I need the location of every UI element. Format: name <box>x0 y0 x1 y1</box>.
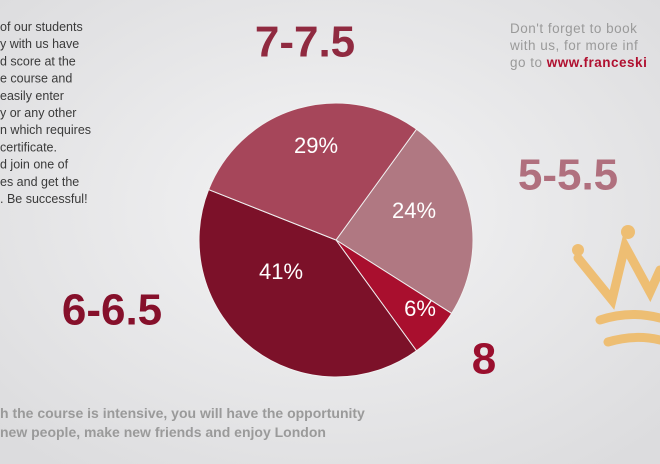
category-label: 5-5.5 <box>518 151 618 200</box>
category-label: 7-7.5 <box>255 18 355 67</box>
slice-value-label: 24% <box>392 198 436 223</box>
bottom-caption-line: h the course is intensive, you will have… <box>0 405 365 421</box>
bottom-caption-line: new people, make new friends and enjoy L… <box>0 424 326 440</box>
left-paragraph-line: n which requires <box>0 123 91 137</box>
link: www.franceski <box>546 55 648 70</box>
left-paragraph-line: easily enter <box>0 89 64 103</box>
category-label: 6-6.5 <box>62 286 162 335</box>
left-paragraph-line: es and get the <box>0 175 79 189</box>
text-blocks: of our students y with us have d score at … <box>0 20 647 440</box>
pie-slice <box>335 128 474 315</box>
left-paragraph-line: of our students <box>0 20 83 34</box>
left-paragraph-line: . Be successful! <box>0 192 88 206</box>
pie: 24% 5-5.5 6% 8 41% 6-6.5 29% 7-7.5 <box>62 18 618 384</box>
right-note-line: with us, for more inf <box>509 38 638 53</box>
pie-slice <box>198 188 418 378</box>
left-paragraph-line: y or any other <box>0 106 76 120</box>
slice-value-label: 6% <box>404 296 436 321</box>
left-paragraph-line: y with us have <box>0 37 79 51</box>
pie-slice <box>207 102 418 241</box>
left-paragraph-line: certificate. <box>0 140 57 154</box>
category-label: 8 <box>472 335 496 384</box>
crown-icon <box>572 225 660 347</box>
left-paragraph-line: d score at the <box>0 54 76 68</box>
left-paragraph-line: e course and <box>0 72 72 86</box>
link-prefix: go to <box>510 55 547 70</box>
slice-value-label: 41% <box>259 259 303 284</box>
right-note-link-line: go to www.franceski <box>510 55 647 70</box>
left-paragraph-line: d join one of <box>0 158 69 172</box>
right-note-line: Don't forget to book <box>510 21 637 36</box>
slice-value-label: 29% <box>294 133 338 158</box>
